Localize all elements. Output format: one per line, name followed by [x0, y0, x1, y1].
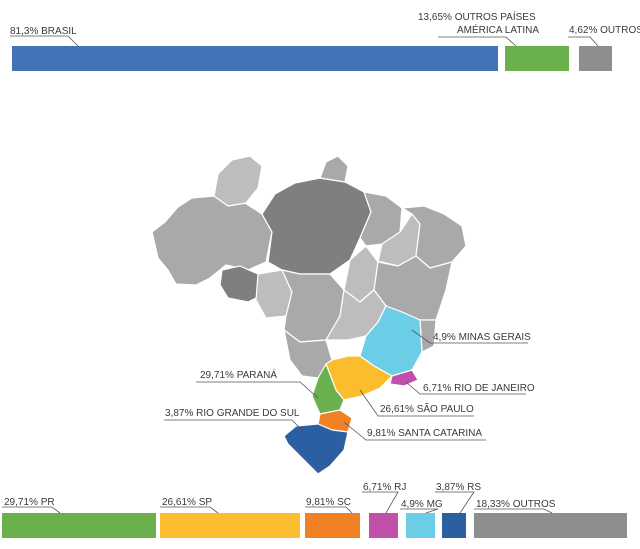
callout-rj: 6,71% RIO DE JANEIRO: [423, 383, 535, 394]
leader-sp: [359, 389, 474, 417]
label-bot-mg: 4,9% MG: [401, 499, 443, 510]
top-bar-chart: 81,3% BRASIL 13,65% OUTROS PAÍSES AMÉRIC…: [10, 10, 640, 71]
leader-sc: [343, 421, 486, 441]
callout-mg: 4,9% MINAS GERAIS: [433, 332, 531, 343]
leader-pr: [196, 381, 319, 399]
label-bot-rj: 6,71% RJ: [363, 482, 406, 493]
state-parana: [311, 363, 345, 415]
leader-rj: [405, 381, 526, 395]
bar-rs: [442, 513, 466, 538]
leader-rs: [164, 419, 305, 433]
bar-sp: [160, 513, 300, 538]
label-bot-sc: 9,81% SC: [306, 497, 351, 508]
leader-bot-outros: [474, 508, 553, 514]
leader-outros-top: [568, 36, 599, 47]
bar-outros: [579, 46, 612, 71]
state-rio-de-janeiro: [389, 369, 419, 387]
leader-bot-mg: [400, 508, 439, 514]
bar-rj: [369, 513, 398, 538]
leader-bot-sc: [305, 506, 353, 514]
label-bot-pr: 29,71% PR: [4, 497, 55, 508]
bar-sc: [305, 513, 360, 538]
label-bot-outros: 18,33% OUTROS: [476, 499, 556, 510]
bar-outros-bottom: [474, 513, 627, 538]
callout-rs: 3,87% RIO GRANDE DO SUL: [165, 408, 300, 419]
state-amapa: [319, 155, 349, 183]
leader-bot-rs: [435, 491, 475, 514]
callout-sp: 26,61% SÃO PAULO: [380, 402, 474, 415]
callout-pr: 29,71% PARANÁ: [200, 368, 277, 381]
bar-brasil: [12, 46, 498, 71]
label-brasil: 81,3% BRASIL: [10, 26, 77, 37]
leader-latam: [438, 36, 517, 47]
bar-mg: [406, 513, 435, 538]
leader-brasil: [10, 35, 79, 47]
label-bot-rs: 3,87% RS: [436, 482, 481, 493]
callout-sc: 9,81% SANTA CATARINA: [367, 428, 482, 439]
state-rio-grande-do-sul: [283, 423, 349, 475]
bar-pr: [2, 513, 156, 538]
label-latam-line2: AMÉRICA LATINA: [457, 23, 539, 36]
leader-bot-pr: [2, 506, 61, 514]
brazil-map: 4,9% MINAS GERAIS 29,71% PARANÁ 6,71% RI…: [151, 155, 535, 475]
state-roraima: [213, 155, 263, 207]
bar-outros-paises-america-latina: [505, 46, 569, 71]
label-latam-line1: 13,65% OUTROS PAÍSES: [418, 10, 536, 23]
leader-bot-sp: [160, 506, 219, 514]
leader-bot-rj: [362, 491, 399, 514]
label-bot-sp: 26,61% SP: [162, 497, 212, 508]
leader-mg: [411, 329, 528, 344]
state-amazonas: [151, 195, 273, 286]
label-outros-top: 4,62% OUTROS: [569, 25, 640, 36]
bottom-bar-chart: 29,71% PR 26,61% SP 9,81% SC 6,71% RJ 4,…: [2, 482, 627, 538]
